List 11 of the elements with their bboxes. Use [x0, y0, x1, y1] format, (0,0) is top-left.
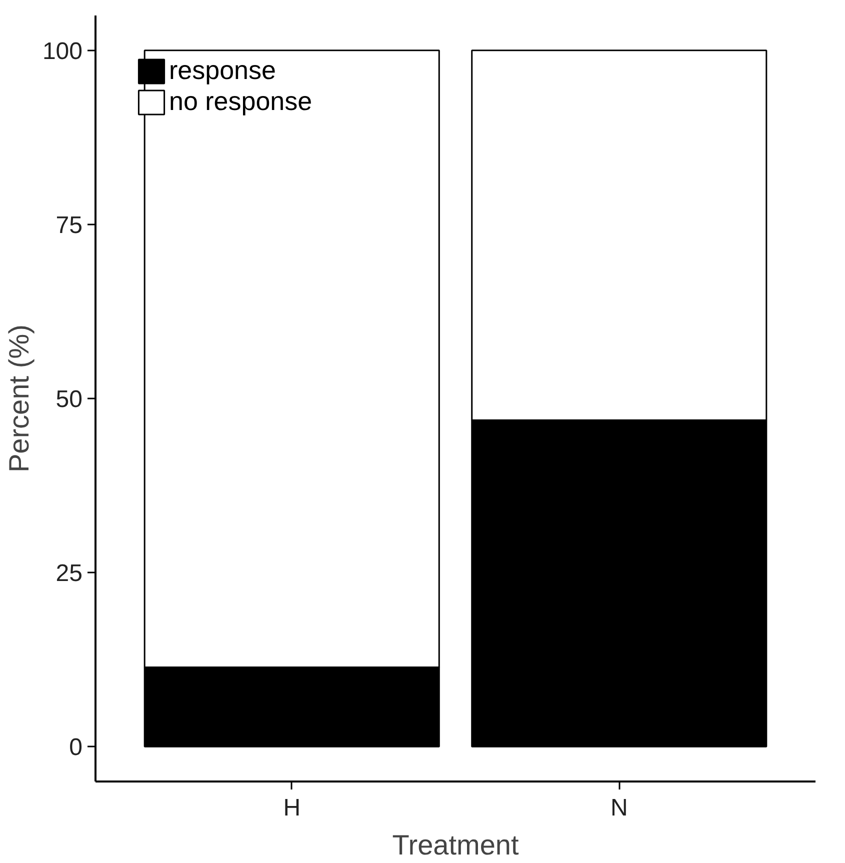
y-axis-title: Percent (%)	[3, 324, 34, 472]
x-tick-label: H	[283, 794, 301, 822]
y-tick-label: 100	[42, 38, 83, 65]
x-axis-title: Treatment	[392, 830, 519, 860]
y-tick-label: 50	[56, 386, 83, 413]
x-tick-label: N	[610, 794, 628, 822]
y-tick-label: 0	[69, 734, 83, 762]
y-tick-label: 75	[56, 212, 83, 239]
y-tick-label: 25	[56, 560, 83, 588]
legend-label: response	[169, 55, 276, 86]
legend-label: no response	[169, 86, 312, 117]
